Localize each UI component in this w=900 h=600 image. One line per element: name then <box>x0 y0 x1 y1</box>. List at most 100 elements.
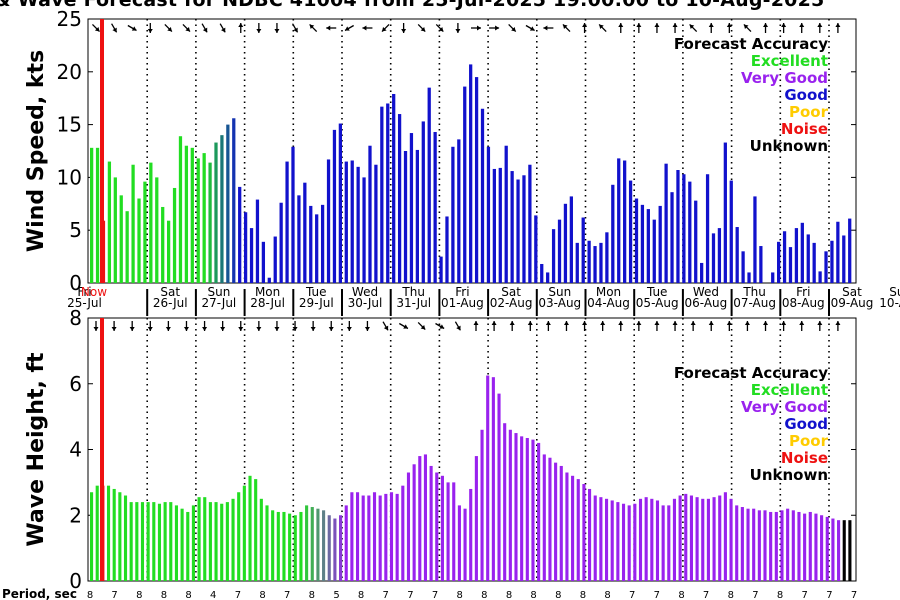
data-bar <box>276 511 280 581</box>
data-bar <box>421 121 425 284</box>
arrow-head <box>112 27 117 33</box>
date-day-label: Sun <box>889 285 900 299</box>
date-day-label: Mon <box>255 285 280 299</box>
arrow-head <box>274 327 280 331</box>
date-day-label: Sat <box>842 285 862 299</box>
date-label: 03-Aug <box>538 296 581 310</box>
data-bar <box>208 502 212 581</box>
data-bar <box>599 497 603 581</box>
data-bar <box>678 495 682 581</box>
legend-entry: Poor <box>789 432 829 450</box>
data-bar <box>131 164 135 283</box>
data-bar <box>339 515 343 581</box>
data-bar <box>818 271 822 283</box>
arrow-head <box>473 321 479 325</box>
direction-arrow <box>182 24 191 32</box>
data-bar <box>652 219 656 283</box>
data-bar <box>123 495 128 581</box>
page-title: & Wave Forecast for NDBC 41004 from 25-J… <box>0 0 825 11</box>
period-value: 8 <box>506 590 512 600</box>
arrow-head <box>763 321 769 325</box>
data-bar <box>610 500 614 581</box>
data-bar <box>587 240 591 283</box>
data-bar <box>423 454 428 581</box>
data-bar <box>557 219 562 283</box>
arrow-head <box>165 327 171 331</box>
data-bar <box>672 498 677 581</box>
data-bar <box>534 215 538 283</box>
data-bar <box>752 508 756 581</box>
direction-arrow <box>726 23 732 33</box>
data-bar <box>848 218 852 283</box>
date-label: 05-Aug <box>636 296 679 310</box>
data-bar <box>291 146 295 283</box>
direction-arrow <box>473 321 479 331</box>
period-value: 8 <box>161 590 167 600</box>
data-bar <box>248 475 252 581</box>
legend-entry: Noise <box>781 120 828 138</box>
data-bar <box>510 171 514 283</box>
legend-entry: Unknown <box>750 137 828 155</box>
data-bar <box>617 158 621 283</box>
arrow-head <box>799 321 805 325</box>
data-bar <box>106 485 111 581</box>
direction-arrow <box>291 23 299 33</box>
y-tick-label: 0 <box>69 271 82 295</box>
data-bar <box>540 263 544 283</box>
arrow-head <box>381 26 387 32</box>
data-bar <box>723 492 727 581</box>
direction-arrow <box>600 321 606 331</box>
data-bar <box>137 198 141 283</box>
arrow-head <box>817 321 823 325</box>
period-value: 8 <box>555 590 561 600</box>
data-bar <box>814 513 818 581</box>
data-bar <box>469 64 473 283</box>
arrow-head <box>726 321 732 325</box>
date-day-label: Thu <box>742 285 766 299</box>
arrow-head <box>708 321 714 325</box>
arrow-head <box>383 325 389 331</box>
data-bar <box>729 180 733 283</box>
direction-arrow <box>618 321 624 331</box>
data-bar <box>640 204 645 283</box>
data-bar <box>650 498 654 581</box>
data-bar <box>463 86 467 283</box>
period-value: 5 <box>333 590 339 600</box>
direction-arrow <box>346 321 352 331</box>
arrow-head <box>131 26 137 31</box>
direction-arrow <box>92 24 100 32</box>
direction-arrow <box>455 23 461 33</box>
direction-arrow <box>471 25 481 31</box>
data-bar <box>143 181 147 283</box>
data-bar <box>261 241 266 283</box>
direction-arrow <box>398 322 409 330</box>
data-bar <box>655 500 660 581</box>
date-day-label: Mon <box>596 285 621 299</box>
direction-arrow <box>708 321 714 331</box>
data-bar <box>581 217 585 283</box>
arrow-head <box>94 26 100 32</box>
arrow-head <box>420 324 426 330</box>
data-bar <box>514 433 518 581</box>
data-bar <box>688 181 692 283</box>
direction-arrow <box>344 24 354 32</box>
direction-arrow <box>799 23 805 33</box>
y-tick-label: 6 <box>69 372 82 396</box>
direction-arrow <box>417 24 426 32</box>
direction-arrow <box>799 321 805 331</box>
period-value: 7 <box>826 590 832 600</box>
date-label: 27-Jul <box>202 296 237 310</box>
data-bar <box>664 163 668 283</box>
data-bar <box>355 492 360 581</box>
data-bar <box>735 505 739 581</box>
direction-arrow <box>381 24 390 32</box>
data-bar <box>452 482 456 582</box>
arrow-head <box>511 26 516 32</box>
data-bar <box>446 482 450 582</box>
direction-arrow <box>491 321 497 331</box>
arrow-head <box>310 327 316 331</box>
direction-arrow <box>545 321 551 331</box>
data-bar <box>794 228 799 283</box>
data-bar <box>593 495 597 581</box>
data-bar <box>588 488 592 581</box>
